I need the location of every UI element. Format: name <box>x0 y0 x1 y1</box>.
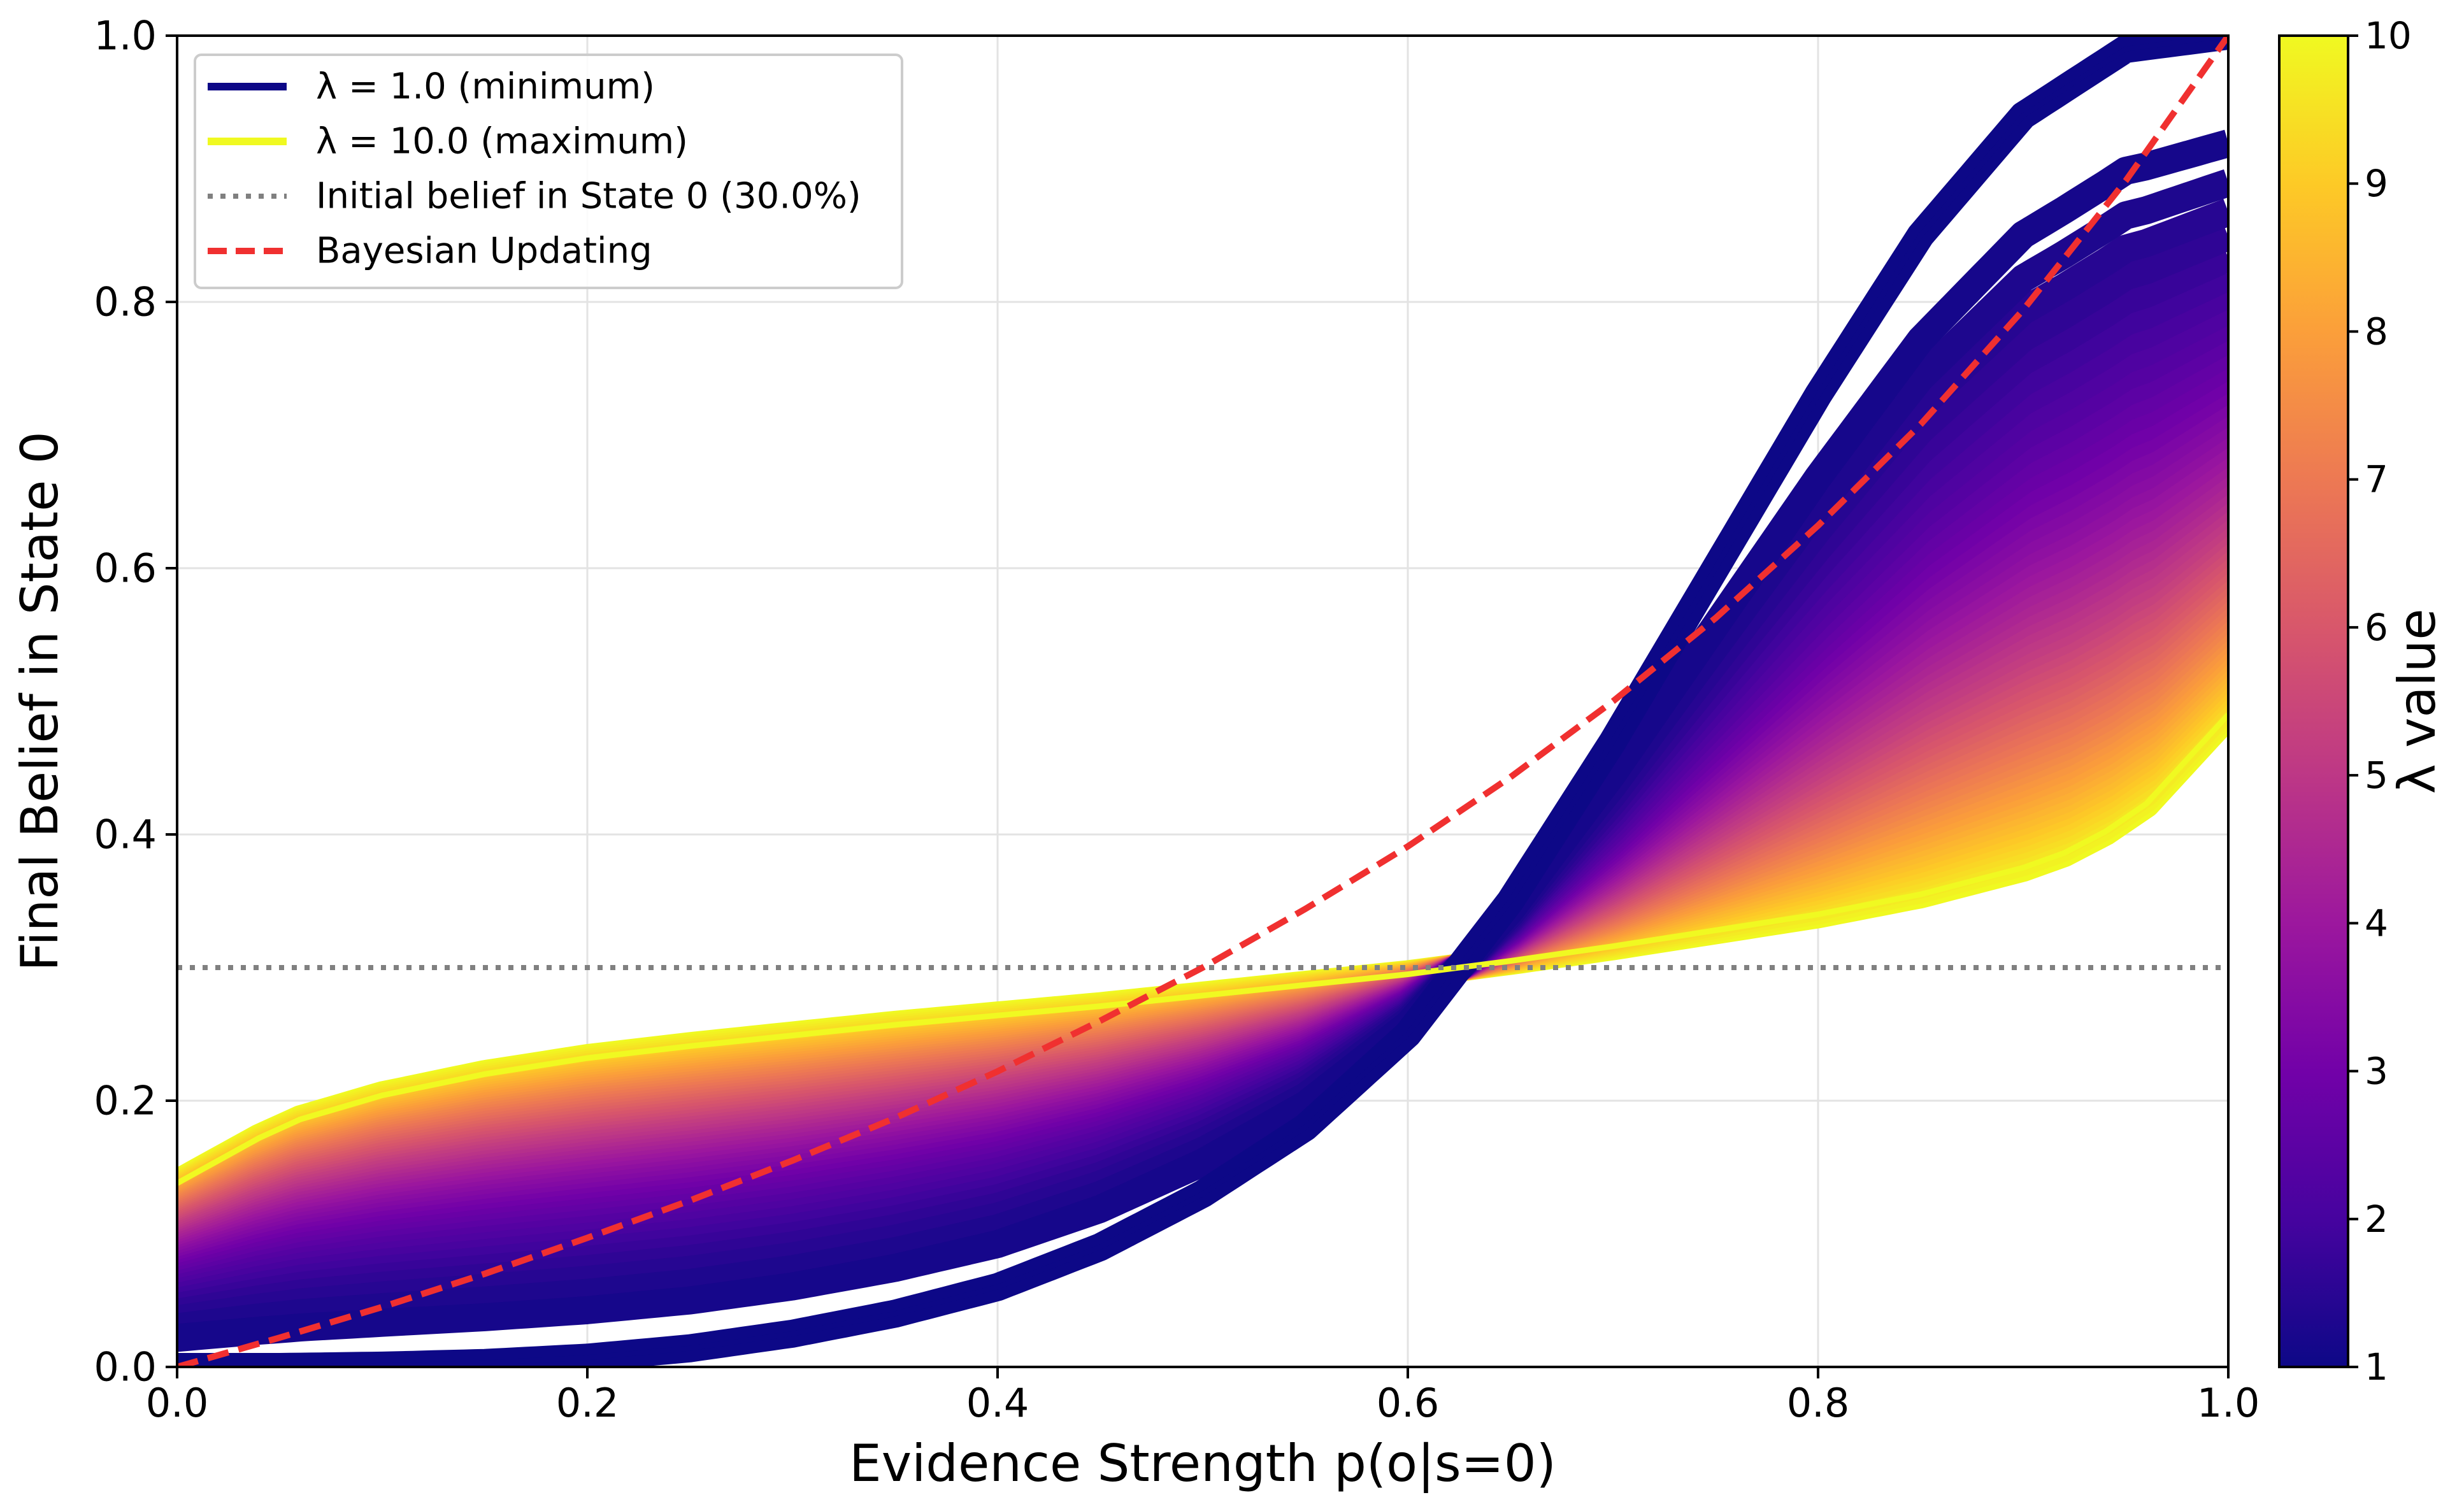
y-axis-label: Final Belief in State 0 <box>10 431 69 971</box>
colorbar-tick-label: 3 <box>2365 1050 2388 1093</box>
colorbar-tick-label: 10 <box>2365 14 2412 57</box>
y-tick-label: 0.6 <box>94 545 157 592</box>
y-tick-label: 1.0 <box>94 13 157 59</box>
legend-box <box>194 54 903 289</box>
legend-label-lambda-min: λ = 1.0 (minimum) <box>316 66 655 108</box>
series-lines <box>177 36 2228 1367</box>
series-lambda-min <box>177 36 2228 1367</box>
y-tick-label: 0.0 <box>94 1344 157 1391</box>
series-bayesian <box>177 36 2228 1367</box>
x-axis-label: Evidence Strength p(o|s=0) <box>849 1434 1556 1494</box>
legend: λ = 1.0 (minimum) λ = 10.0 (maximum) Ini… <box>194 54 903 289</box>
lambda-curve <box>177 129 2228 1352</box>
legend-label-bayesian: Bayesian Updating <box>316 231 652 272</box>
legend-label-lambda-max: λ = 10.0 (maximum) <box>316 121 688 162</box>
x-tick-label: 1.0 <box>2197 1380 2260 1426</box>
colorbar-tick-label: 5 <box>2365 754 2388 797</box>
axes: 0.0 0.2 0.4 0.6 0.8 1.0 0.0 0.2 0.4 0.6 0.8 1.0 <box>94 13 2260 1427</box>
colorbar-tick-label: 1 <box>2365 1345 2388 1389</box>
colorbar-tick-label: 6 <box>2365 606 2388 649</box>
y-tick-label: 0.8 <box>94 279 157 325</box>
colorbar-ticks: 1 2 3 4 5 6 7 8 9 10 <box>2348 14 2412 1389</box>
colorbar-gradient <box>2278 34 2349 1368</box>
colorbar: 1 2 3 4 5 6 7 8 9 10 λ value <box>2278 14 2447 1389</box>
x-tick-label: 0.4 <box>966 1380 1029 1426</box>
legend-label-initial-belief: Initial belief in State 0 (30.0%) <box>316 176 861 217</box>
x-tick-label: 0.2 <box>556 1380 619 1426</box>
x-tick-label: 0.6 <box>1377 1380 1440 1426</box>
colorbar-tick-label: 4 <box>2365 901 2388 945</box>
plot-frame <box>176 34 2230 1368</box>
series-lambda-max <box>177 712 2228 1186</box>
colorbar-label: λ value <box>2388 608 2447 794</box>
x-tick-label: 0.0 <box>146 1380 209 1426</box>
colorbar-tick-label: 2 <box>2365 1198 2388 1241</box>
y-tick-label: 0.4 <box>94 812 157 858</box>
colorbar-tick-label: 7 <box>2365 458 2388 501</box>
colorbar-tick-label: 9 <box>2365 162 2388 205</box>
colorbar-tick-label: 8 <box>2365 310 2388 353</box>
y-tick-label: 0.2 <box>94 1078 157 1124</box>
x-tick-label: 0.8 <box>1787 1380 1850 1426</box>
